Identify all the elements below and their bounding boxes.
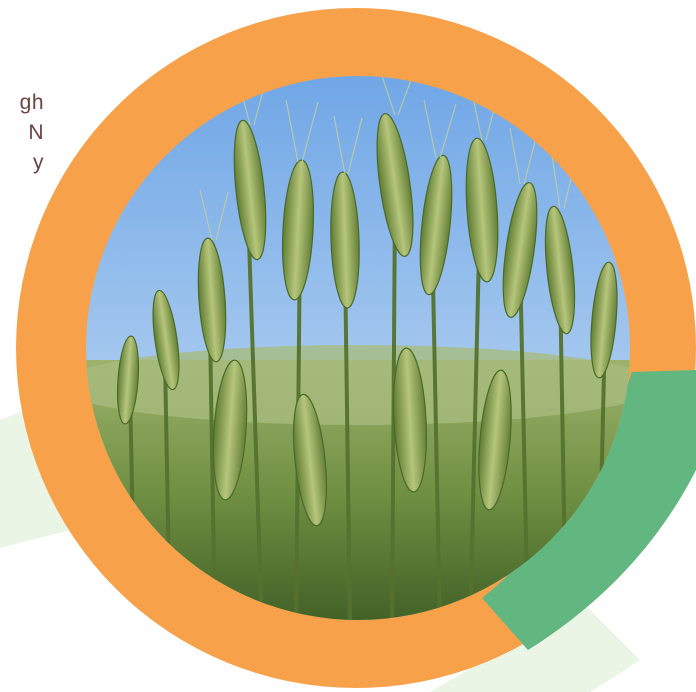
- intro-line: gh: [19, 91, 44, 114]
- pale-green-band-bottom: [430, 600, 640, 692]
- intro-line: N: [28, 121, 44, 144]
- intro-line: y: [33, 151, 44, 174]
- intro-text-fragment: gh N y: [0, 88, 44, 178]
- green-arc-segment: [482, 370, 696, 650]
